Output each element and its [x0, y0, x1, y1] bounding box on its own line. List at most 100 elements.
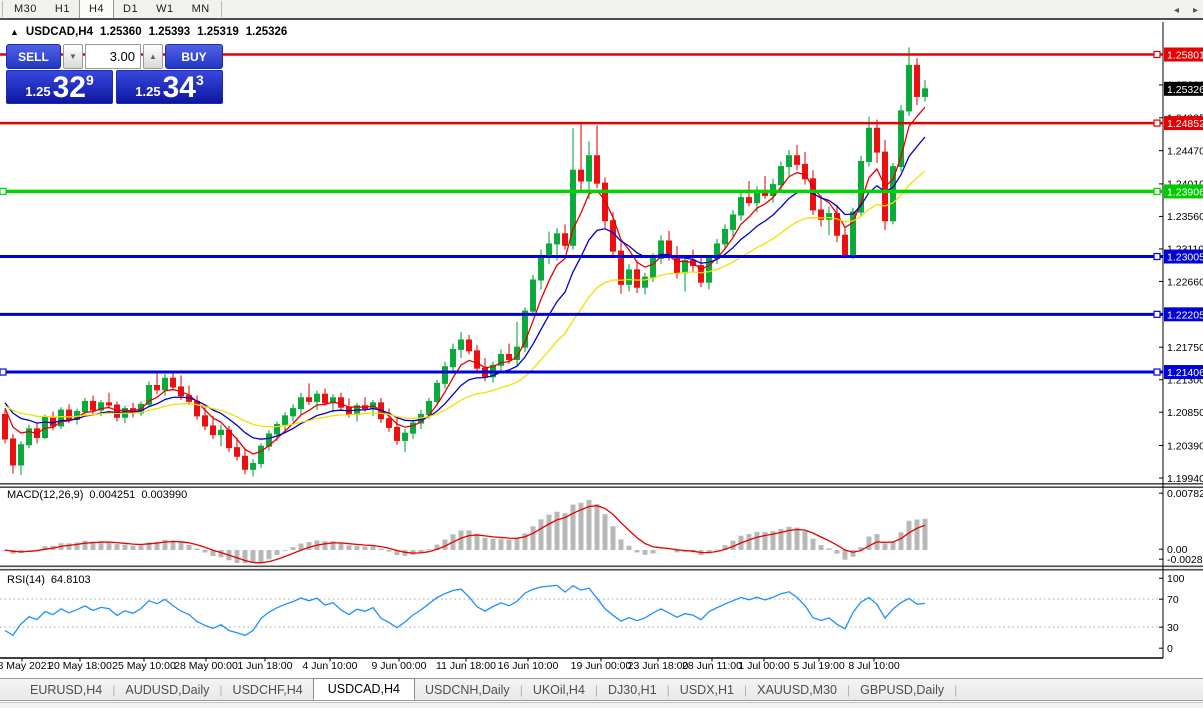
candle-body [82, 400, 88, 413]
macd-bar [890, 541, 896, 550]
sell-price-tile[interactable]: 1.25 32 9 [6, 70, 113, 104]
chart-tab-usdcnh[interactable]: USDCNH,Daily [424, 682, 510, 697]
candle-body [618, 250, 624, 285]
time-axis-label: 19 Jun 00:00 [570, 660, 632, 672]
candle-body [274, 424, 280, 435]
hline-handle[interactable] [1153, 50, 1161, 59]
candle-body [498, 353, 504, 366]
hline-handle[interactable] [0, 368, 7, 376]
macd-bar [354, 545, 360, 550]
mid-ma-line [4, 136, 926, 440]
timeframe-button-m30[interactable]: M30 [14, 3, 37, 15]
chart-tab-eurusd[interactable]: EURUSD,H4 [30, 682, 103, 697]
macd-bar [866, 536, 872, 550]
price-tick-label: 1.24470 [1167, 145, 1203, 157]
tab-separator: | [954, 682, 958, 697]
timeframe-button-d1[interactable]: D1 [123, 3, 139, 15]
time-axis-label: 20 May 18:00 [48, 660, 112, 672]
rsi-line [4, 584, 926, 637]
time-axis-label: 28 Jun 11:00 [682, 660, 742, 672]
chart-tab-usdchf[interactable]: USDCHF,H4 [232, 682, 303, 697]
candle-body [642, 276, 648, 288]
macd-bar [282, 550, 288, 551]
macd-bar [426, 549, 432, 550]
price-badge [1164, 116, 1203, 131]
hline-handle[interactable] [0, 187, 7, 196]
chart-tab-usdcad[interactable]: USDCAD,H4 [312, 678, 415, 700]
macd-bar [202, 550, 208, 553]
price-tick-label: 1.20390 [1167, 440, 1203, 452]
candle-body [162, 377, 168, 391]
candle-body [154, 384, 160, 391]
hline-handle[interactable] [1153, 368, 1161, 376]
macd-bar [586, 499, 592, 550]
tab-scroll-left-button[interactable]: ◂ [1174, 5, 1180, 16]
buy-button[interactable]: BUY [165, 44, 223, 69]
chart-tab-ukoil[interactable]: UKOil,H4 [532, 682, 585, 697]
volume-input[interactable] [85, 44, 141, 69]
hline-handle[interactable] [1153, 119, 1161, 127]
timeframe-button-h4[interactable]: H4 [78, 0, 115, 18]
hline-handle[interactable] [1153, 252, 1161, 261]
candle-body [746, 197, 752, 204]
macd-bar [706, 550, 712, 553]
macd-bar [98, 541, 104, 550]
sell-price-pip: 9 [85, 72, 94, 88]
time-axis-label: 9 Jun 00:00 [371, 660, 427, 672]
chart-tab-usdx[interactable]: USDX,H1 [679, 682, 734, 697]
candle-body [658, 240, 664, 259]
price-tick-label: 1.22660 [1167, 276, 1203, 288]
timeframe-button-h1[interactable]: H1 [54, 3, 70, 15]
time-axis-label: 1 Jul 00:00 [738, 660, 790, 672]
tab-separator: | [666, 682, 670, 697]
buy-price-tile[interactable]: 1.25 34 3 [116, 70, 223, 104]
chart-tab-audusd[interactable]: AUDUSD,Daily [125, 682, 210, 697]
candle-body [802, 163, 808, 180]
hline-handle[interactable] [1153, 310, 1161, 318]
macd-bar [850, 550, 856, 557]
tab-separator: | [519, 682, 523, 697]
symbol-period-label: USDCAD,H4 [25, 26, 94, 38]
macd-bar [162, 539, 168, 550]
pane-separator [0, 483, 1203, 485]
tab-scroll-right-button[interactable]: ▸ [1193, 5, 1199, 16]
volume-decrease-button[interactable]: ▼ [63, 44, 83, 69]
volume-increase-button[interactable]: ▲ [143, 44, 163, 69]
macd-bar [338, 542, 344, 550]
timeframe-button-w1[interactable]: W1 [156, 3, 174, 15]
sell-button[interactable]: SELL [6, 44, 61, 69]
hline-handle[interactable] [1153, 187, 1161, 196]
panel-collapse-icon[interactable]: ▲ [10, 27, 19, 37]
pane-separator [0, 486, 1203, 488]
chevron-down-icon: ▼ [69, 52, 77, 61]
timeframe-button-mn[interactable]: MN [191, 3, 210, 15]
rsi-axis-label: 70 [1167, 594, 1179, 606]
macd-bar [274, 550, 280, 555]
candle-body [530, 279, 536, 312]
macd-bar [602, 514, 608, 550]
price-badge [1164, 307, 1203, 322]
macd-bar [618, 539, 624, 550]
macd-bar [106, 541, 112, 550]
chart-tab-gbpusd[interactable]: GBPUSD,Daily [860, 682, 945, 697]
candle-body [578, 169, 584, 182]
trade-prices-row: 1.25 32 9 1.25 34 3 [6, 70, 223, 104]
macd-bar [770, 531, 776, 550]
chart-tab-dj30[interactable]: DJ30,H1 [608, 682, 657, 697]
macd-bar [458, 530, 464, 550]
chart-tab-xauusd[interactable]: XAUUSD,M30 [757, 682, 837, 697]
candle-body [874, 127, 880, 153]
macd-bar [578, 502, 584, 550]
macd-bar [626, 545, 632, 550]
candle-body [858, 161, 864, 213]
macd-bar [786, 526, 792, 550]
candle-body [26, 428, 32, 446]
macd-bar [810, 538, 816, 550]
time-axis-label: 5 Jul 19:00 [793, 660, 845, 672]
macd-bar [530, 526, 536, 550]
macd-indicator-label: MACD(12,26,9) 0.004251 0.003990 [7, 489, 187, 501]
candle-body [2, 413, 8, 440]
price-badge [1164, 184, 1203, 199]
